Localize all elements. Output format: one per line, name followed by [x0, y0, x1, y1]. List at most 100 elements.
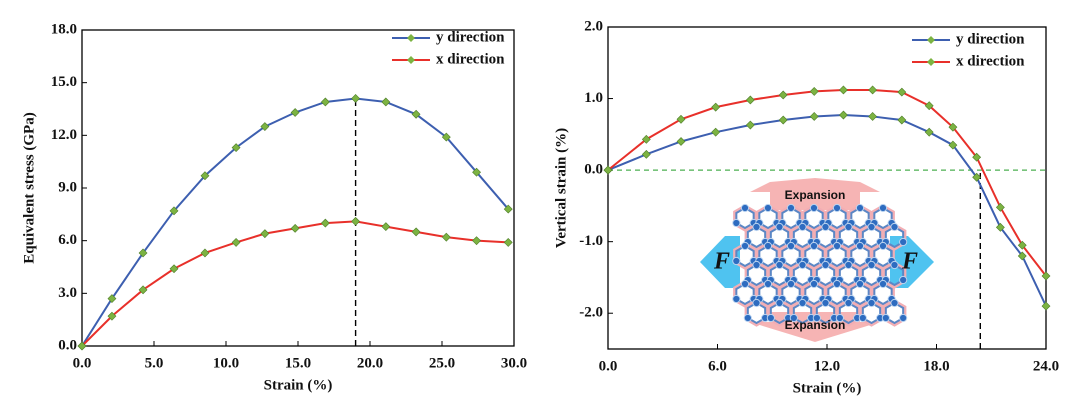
legend-marker	[407, 34, 415, 42]
bond	[781, 282, 801, 306]
atom	[890, 222, 899, 232]
atom	[821, 260, 830, 270]
data-line	[607, 114, 1047, 307]
x-tick-label: 0.0	[73, 355, 92, 371]
force-arrow-left	[700, 236, 740, 288]
atom	[812, 313, 821, 323]
atom	[832, 279, 842, 289]
data-marker	[107, 311, 117, 321]
atom	[881, 313, 890, 323]
legend-label: y direction	[436, 29, 505, 45]
atom	[867, 260, 876, 270]
data-marker	[472, 236, 481, 246]
data-marker	[839, 85, 848, 95]
x-tick-label: 18.0	[923, 358, 949, 374]
hexagon	[813, 299, 838, 327]
data-marker	[441, 132, 451, 142]
hexagon	[859, 299, 884, 327]
x-tick-label: 10.0	[213, 355, 239, 371]
atom	[867, 298, 876, 308]
bond	[827, 206, 847, 230]
data-marker	[138, 285, 148, 295]
y-tick-label: 0.0	[58, 337, 77, 353]
atom	[832, 241, 842, 251]
data-marker	[411, 109, 421, 119]
atom	[899, 313, 908, 323]
legend-marker	[407, 56, 415, 64]
data-marker	[77, 341, 87, 351]
bond	[873, 206, 893, 230]
y-tick-label: 1.0	[584, 90, 603, 106]
atom	[844, 260, 853, 270]
bond	[769, 225, 790, 249]
atom	[821, 222, 830, 232]
data-marker	[503, 237, 513, 247]
bond	[746, 263, 767, 287]
bond	[815, 301, 836, 325]
data-marker	[778, 115, 788, 125]
y-tick-label: 2.0	[584, 18, 603, 34]
data-marker	[472, 167, 481, 177]
legend-marker	[927, 58, 935, 66]
expansion-arrow-top	[750, 178, 880, 210]
bond	[758, 282, 778, 306]
atom	[832, 203, 842, 213]
data-marker	[169, 264, 179, 274]
bond	[884, 225, 905, 249]
x-tick-label: 0.0	[599, 358, 618, 374]
legend-marker	[927, 36, 935, 44]
hexagon	[882, 299, 907, 327]
bond	[873, 282, 893, 306]
y-axis-title: Vertical strain (%)	[553, 128, 569, 248]
data-marker	[231, 143, 241, 153]
atom	[789, 313, 798, 323]
x-tick-label: 12.0	[814, 358, 840, 374]
bond	[735, 244, 755, 268]
data-marker	[839, 110, 848, 120]
atom	[786, 279, 796, 289]
data-marker	[972, 152, 982, 162]
atom	[732, 294, 741, 304]
atom	[752, 222, 761, 232]
data-marker	[924, 127, 934, 137]
x-tick-label: 30.0	[501, 355, 527, 371]
legend-label: y direction	[956, 31, 1025, 47]
data-marker	[260, 122, 270, 131]
bond	[861, 301, 882, 325]
bond	[792, 225, 813, 249]
data-marker	[972, 172, 982, 182]
bond	[838, 263, 859, 287]
atom	[732, 256, 741, 266]
data-marker	[1041, 271, 1051, 281]
bond	[850, 282, 870, 306]
data-marker	[897, 115, 907, 125]
data-marker	[351, 216, 361, 226]
data-marker	[320, 218, 330, 228]
expansion-arrow-bottom	[750, 312, 880, 342]
data-marker	[411, 227, 421, 237]
hexagon	[790, 299, 815, 327]
data-marker	[711, 102, 721, 112]
force-label: F	[713, 249, 730, 275]
data-marker	[603, 165, 613, 175]
atom	[899, 237, 908, 247]
data-marker	[320, 97, 330, 107]
data-marker	[868, 85, 878, 95]
atom	[855, 241, 865, 251]
bond	[769, 301, 790, 325]
atom	[867, 222, 876, 232]
data-marker	[948, 122, 958, 132]
bond	[735, 206, 755, 230]
data-marker	[200, 248, 210, 258]
data-marker	[995, 202, 1005, 212]
x-tick-label: 6.0	[708, 358, 727, 374]
expansion-label: Expansion	[785, 188, 846, 202]
atom	[743, 313, 752, 323]
atom	[809, 279, 819, 289]
x-tick-label: 15.0	[285, 355, 311, 371]
bond	[861, 225, 882, 249]
data-marker	[995, 222, 1005, 232]
bond	[758, 244, 778, 268]
atom	[775, 298, 784, 308]
bond	[861, 263, 882, 287]
